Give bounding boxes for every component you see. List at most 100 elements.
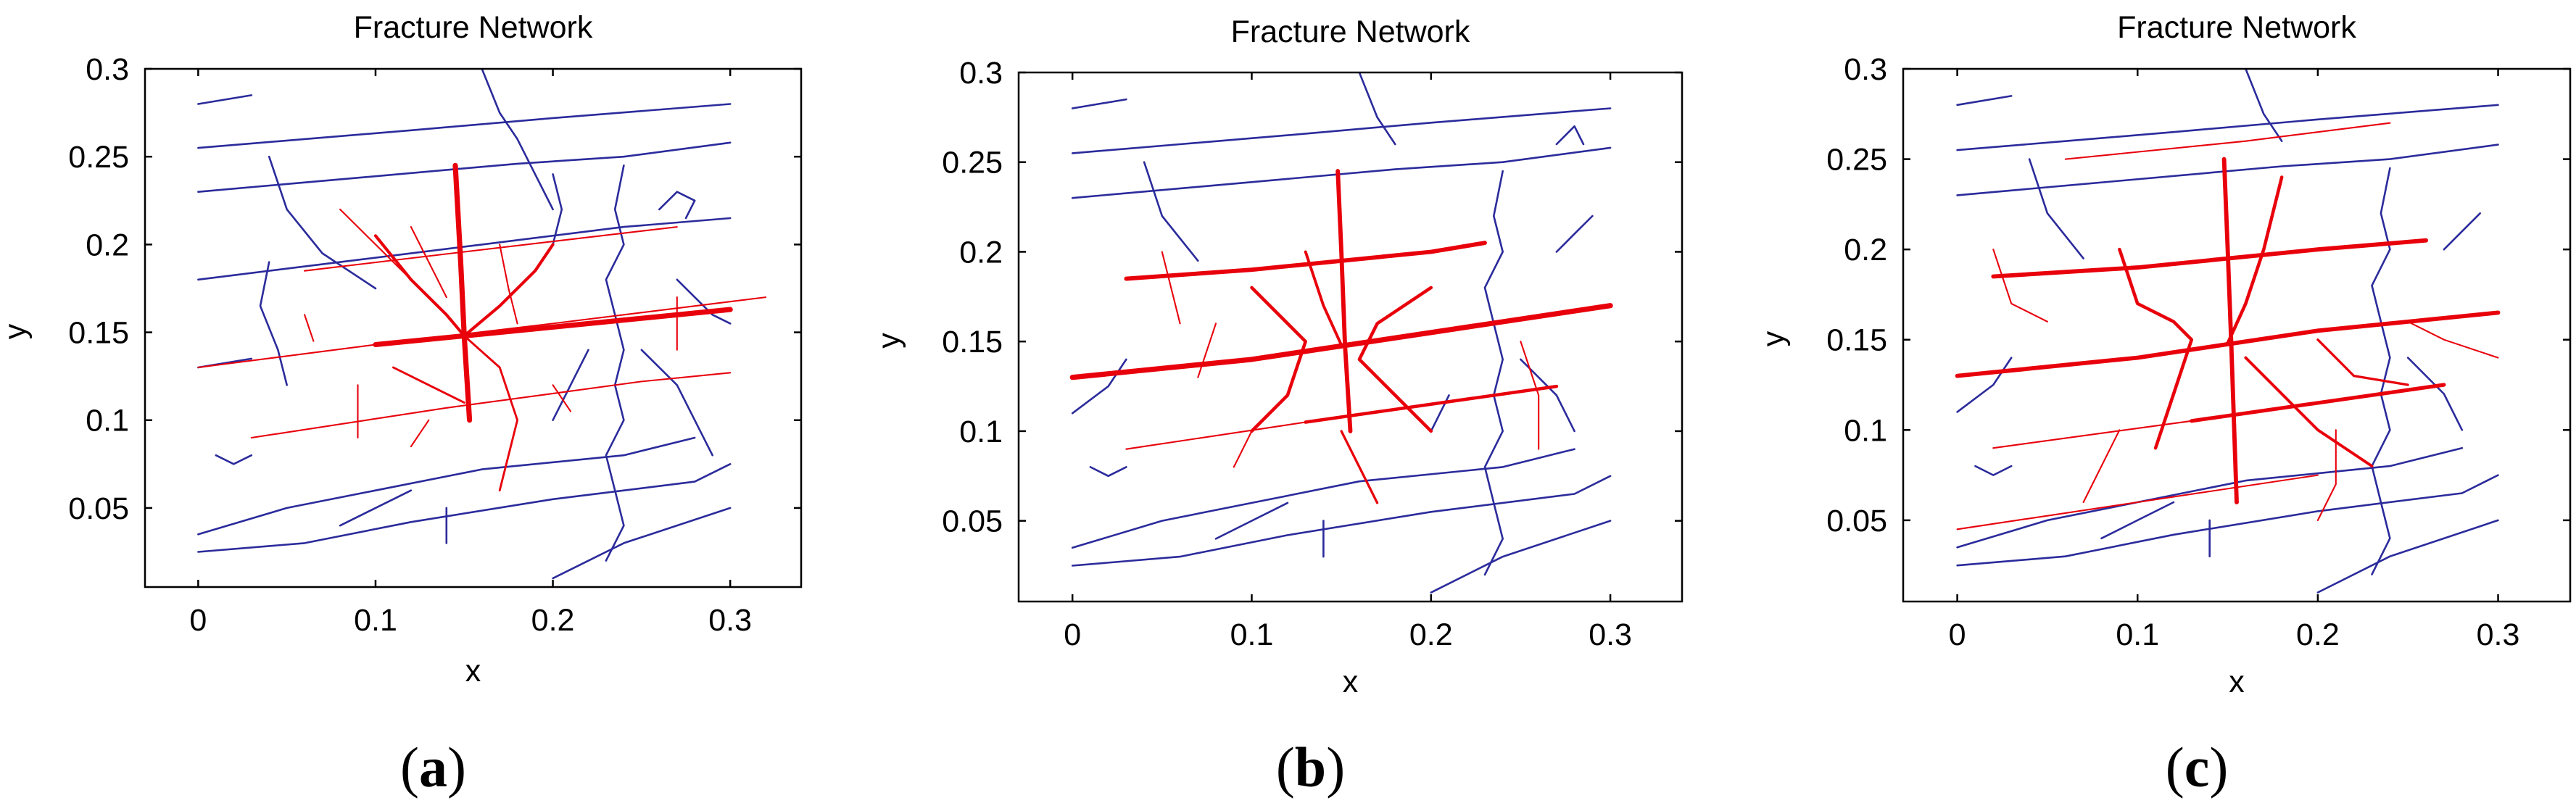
- induced-fracture: [1956, 474, 2319, 531]
- induced-fracture: [1992, 420, 2192, 449]
- x-tick-label: 0.2: [531, 603, 575, 638]
- natural-fracture: [197, 141, 732, 193]
- y-tick-label: 0.2: [1844, 233, 1887, 267]
- panel-a: 0 0.1 0.2 0.3 0.05 0.1 0.15 0.2 0.25 0.3 Fracture …: [0, 10, 803, 799]
- induced-fracture: [1124, 241, 1487, 281]
- induced-fracture: [499, 244, 518, 325]
- induced-fracture: [552, 384, 572, 412]
- natural-fracture: [197, 94, 253, 105]
- y-tick-label: 0.15: [942, 325, 1003, 359]
- induced-fracture: [1304, 250, 1343, 347]
- induced-fracture: [410, 226, 447, 299]
- y-tick-label: 0.1: [1844, 413, 1887, 448]
- panel-caption: (c): [2166, 736, 2229, 799]
- induced-fracture: [1197, 323, 1217, 378]
- plot-area: [1955, 69, 2501, 594]
- natural-fracture: [197, 463, 732, 553]
- natural-fracture: [1071, 146, 1612, 199]
- natural-fracture: [1555, 215, 1594, 253]
- y-tick-label: 0.3: [959, 56, 1003, 91]
- induced-fracture: [250, 372, 732, 439]
- induced-fracture: [463, 334, 519, 492]
- induced-fracture: [452, 162, 473, 423]
- induced-fracture: [1520, 341, 1540, 450]
- x-tick-label: 0.2: [1409, 617, 1453, 652]
- y-tick-label: 0.05: [1826, 504, 1887, 538]
- induced-fracture: [304, 226, 678, 272]
- chart-title: Fracture Network: [1231, 14, 1470, 49]
- induced-fracture: [463, 243, 555, 338]
- natural-fracture: [259, 261, 288, 386]
- induced-fracture: [2082, 429, 2121, 504]
- natural-fracture: [2443, 212, 2481, 251]
- y-tick-label: 0.25: [68, 140, 129, 175]
- y-axis-label: y: [871, 333, 906, 349]
- natural-fracture: [1430, 520, 1612, 594]
- y-tick-label: 0.25: [942, 146, 1003, 180]
- panel-b: 0 0.1 0.2 0.3 0.05 0.1 0.15 0.2 0.25 0.3 Fracture …: [871, 14, 1683, 799]
- natural-fracture: [1071, 358, 1127, 415]
- panel-caption: (a): [400, 736, 466, 799]
- induced-fracture: [392, 366, 465, 404]
- natural-fracture: [2406, 357, 2464, 431]
- induced-fracture: [1250, 286, 1307, 433]
- y-tick-label: 0.2: [959, 235, 1003, 270]
- natural-fracture: [1555, 125, 1585, 146]
- induced-fracture: [2118, 247, 2194, 450]
- y-tick-label: 0.25: [1826, 143, 1887, 178]
- induced-fracture: [1991, 238, 2429, 279]
- induced-fracture: [304, 314, 315, 342]
- natural-fracture: [552, 349, 589, 421]
- chart-title: Fracture Network: [354, 10, 593, 45]
- natural-fracture: [197, 436, 696, 536]
- natural-fracture: [1358, 72, 1396, 146]
- natural-fracture: [1974, 465, 2013, 476]
- y-tick-label: 0.1: [959, 415, 1003, 449]
- natural-fracture: [2028, 158, 2084, 259]
- y-axis-label: y: [1756, 330, 1791, 346]
- natural-fracture: [1483, 170, 1504, 576]
- induced-fracture: [410, 419, 430, 448]
- induced-fracture: [2244, 356, 2374, 468]
- natural-fracture: [1520, 358, 1575, 433]
- induced-fracture: [2064, 122, 2391, 160]
- induced-fracture: [2316, 338, 2409, 386]
- x-tick-label: 0: [189, 603, 207, 638]
- natural-fracture: [1089, 466, 1127, 478]
- natural-fracture: [1956, 104, 2499, 151]
- x-tick-label: 0.1: [2116, 617, 2159, 652]
- natural-fracture: [1214, 502, 1289, 540]
- natural-fracture: [676, 278, 732, 325]
- induced-fracture: [1335, 169, 1353, 433]
- natural-fracture: [1143, 161, 1199, 262]
- y-tick-label: 0.3: [86, 52, 129, 87]
- natural-fracture: [1071, 475, 1612, 567]
- natural-fracture: [640, 349, 713, 457]
- induced-fracture: [1992, 249, 2048, 323]
- x-tick-label: 0.3: [1589, 617, 1632, 652]
- natural-fracture: [1071, 98, 1127, 109]
- x-tick-label: 0: [1064, 617, 1081, 652]
- induced-fracture: [1233, 430, 1253, 468]
- natural-fracture: [1071, 107, 1612, 154]
- y-tick-label: 0.15: [1826, 323, 1887, 358]
- natural-fracture: [2245, 69, 2283, 142]
- induced-fracture: [2190, 383, 2446, 423]
- induced-fracture: [1340, 430, 1379, 504]
- x-tick-label: 0.3: [2477, 617, 2520, 652]
- induced-fracture: [2316, 429, 2337, 521]
- x-tick-label: 0.2: [2296, 617, 2340, 652]
- y-tick-label: 0.2: [86, 228, 129, 262]
- induced-fracture: [1357, 286, 1433, 433]
- natural-fracture: [481, 69, 554, 211]
- plot-area: [197, 69, 767, 580]
- natural-fracture: [605, 165, 625, 562]
- y-tick-label: 0.3: [1844, 52, 1887, 87]
- natural-fracture: [1956, 143, 2499, 196]
- y-tick-label: 0.15: [68, 316, 129, 351]
- induced-fracture: [339, 208, 412, 280]
- axes-frame: [1902, 67, 2572, 603]
- natural-fracture: [1956, 474, 2499, 567]
- natural-fracture: [552, 507, 732, 580]
- chart-title: Fracture Network: [2117, 10, 2356, 45]
